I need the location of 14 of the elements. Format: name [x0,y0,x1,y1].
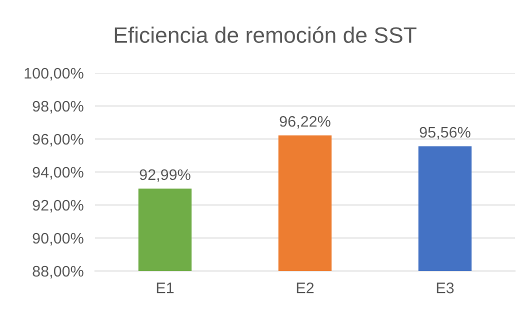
y-tick-label: 96,00% [32,134,84,146]
y-tick-label: 98,00% [32,100,84,114]
y-tick-label: 100,00% [24,68,84,80]
y-tick-label: 88,00% [32,266,84,278]
data-label: 95,56% [420,126,470,140]
x-tick-label: E2 [296,282,314,294]
x-tick-label: E3 [436,282,454,294]
y-tick-label: 94,00% [32,166,84,180]
chart-title: Eficiencia de remoción de SST [114,26,416,43]
y-tick-label: 90,00% [32,232,84,246]
x-tick-label: E1 [156,282,174,294]
data-label: 96,22% [280,116,330,129]
y-tick-label: 92,00% [32,200,84,212]
data-label: 92,99% [140,169,190,182]
